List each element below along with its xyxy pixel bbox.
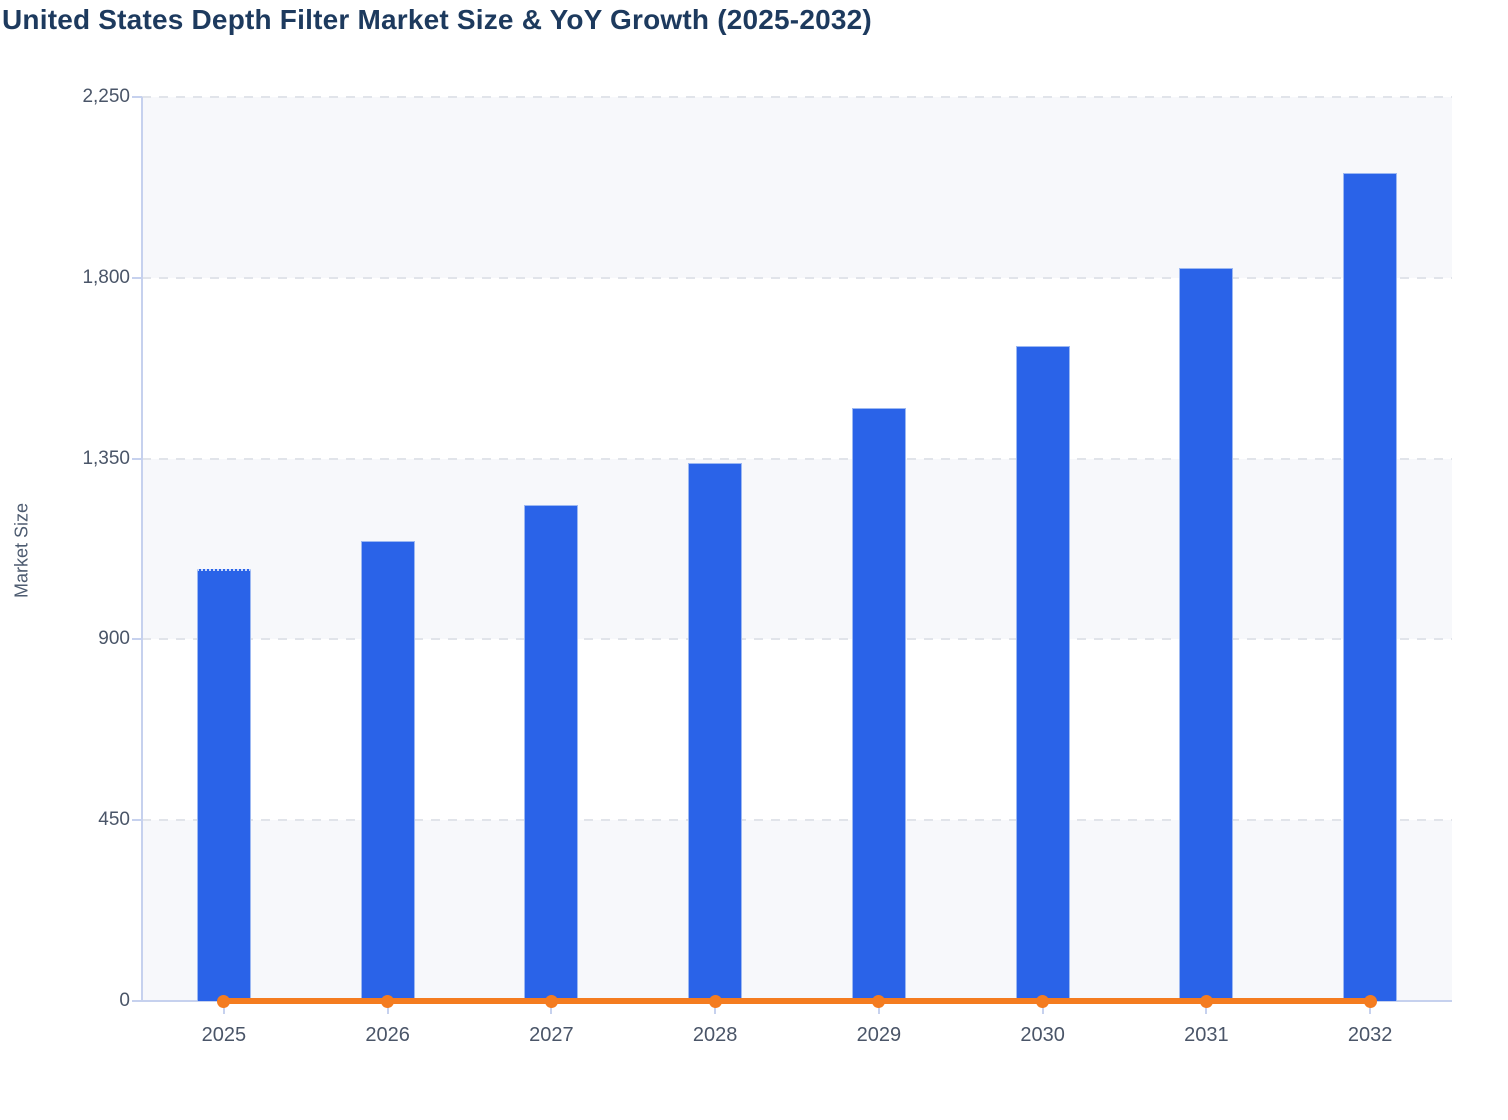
gridline-900 [142,638,1452,641]
x-tick-label-2025: 2025 [201,1024,247,1046]
y-axis-tick [132,638,142,641]
y-tick-label-1,800: 1,800 [82,266,130,288]
x-tick-label-2032: 2032 [1347,1024,1393,1046]
x-tick-label-2030: 2030 [1020,1024,1065,1046]
yoy-marker-2029[interactable] [872,994,886,1008]
background-band [142,97,1452,278]
y-axis-tick [132,819,142,822]
y-tick-label-0: 0 [119,990,130,1011]
yoy-marker-2025[interactable] [217,994,231,1008]
yoy-marker-2030[interactable] [1036,994,1050,1008]
background-band [142,458,1452,640]
bar-2026[interactable] [360,540,415,1001]
bar-2027[interactable] [524,504,579,1001]
yoy-marker-2032[interactable] [1363,994,1377,1008]
yoy-marker-2026[interactable] [381,994,395,1008]
x-axis-tick-2028 [714,1004,717,1014]
yoy-growth-line [223,998,1371,1004]
y-axis-tick [132,96,142,98]
x-tick-label-2028: 2028 [692,1024,738,1046]
plot-area[interactable] [142,96,1452,1001]
bar-2032[interactable] [1343,173,1398,1001]
y-axis-line [141,97,143,1002]
yoy-marker-2031[interactable] [1199,994,1213,1008]
gridline-1,350 [142,457,1452,460]
y-tick-label-2,250: 2,250 [82,86,130,107]
chart-title: United States Depth Filter Market Size &… [2,4,872,35]
y-tick-label-450: 450 [98,809,130,831]
x-axis-tick-2029 [877,1004,880,1014]
y-axis-tick [132,457,142,460]
background-band [142,278,1452,459]
bar-2028[interactable] [688,462,743,1001]
gridline-450 [142,819,1452,822]
yoy-marker-2027[interactable] [544,994,558,1008]
x-axis-tick-2032 [1369,1004,1372,1014]
y-axis-title: Market Size [11,502,32,599]
y-tick-label-900: 900 [98,628,130,650]
x-tick-label-2029: 2029 [856,1024,902,1046]
gridline-1,800 [142,276,1452,279]
bar-2029[interactable] [851,408,906,1001]
background-band [142,639,1452,820]
gridline-2,250 [142,96,1452,98]
x-axis-tick-2027 [550,1004,553,1014]
x-tick-label-2026: 2026 [365,1024,410,1046]
x-axis-tick-2030 [1041,1004,1044,1014]
y-tick-label-1,350: 1,350 [82,447,130,469]
bar-2031[interactable] [1179,267,1234,1001]
y-axis-tick [132,1000,142,1002]
y-axis-tick [132,276,142,279]
x-axis-tick-2031 [1205,1004,1208,1014]
x-tick-label-2027: 2027 [529,1024,574,1046]
x-axis-tick-2025 [222,1004,225,1014]
x-axis-tick-2026 [386,1004,389,1014]
yoy-marker-2028[interactable] [708,994,722,1008]
bar-2025[interactable] [196,569,251,1001]
background-band [142,820,1452,1001]
bar-2030[interactable] [1015,346,1070,1001]
x-tick-label-2031: 2031 [1184,1024,1229,1046]
